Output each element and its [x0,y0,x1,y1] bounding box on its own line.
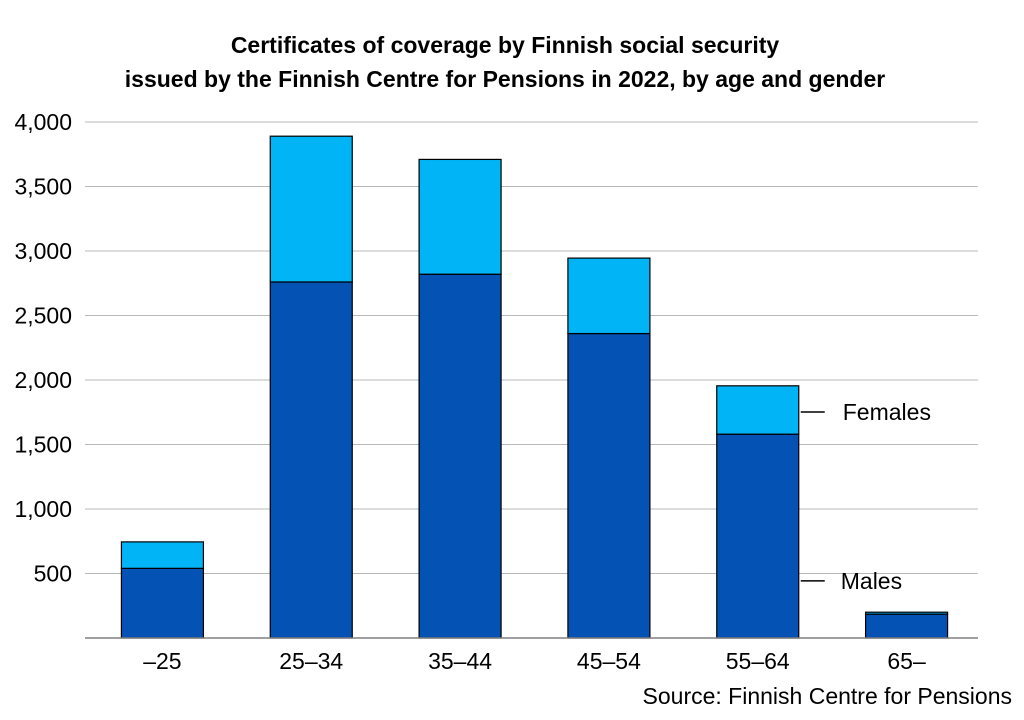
bar-males [864,613,949,639]
chart-title: Certificates of coverage by Finnish soci… [0,28,1010,96]
y-tick-label: 2,500 [14,303,72,329]
bar-males [269,281,353,639]
bar-females [418,158,502,275]
x-tick-label: 55–64 [726,648,790,674]
x-tick-label: 35–44 [428,648,492,674]
bar-males [716,433,800,639]
y-tick-label: 500 [34,561,72,587]
bar-females [567,257,651,335]
x-tick-label: 45–54 [577,648,641,674]
bar-males [120,567,205,639]
y-tick-label: 1,000 [14,496,72,522]
legend-label-males: Males [841,568,902,594]
bar-males [567,332,651,639]
y-tick-label: 2,000 [14,367,72,393]
x-tick-label: 25–34 [279,648,343,674]
legend-label-females: Females [843,399,931,425]
bar-females [120,541,205,569]
y-tick-label: 3,500 [14,174,72,200]
y-tick-label: 1,500 [14,432,72,458]
chart-title-line1: Certificates of coverage by Finnish soci… [230,32,780,58]
bar-females [864,611,949,615]
bar-females [716,385,800,435]
x-tick-label: 65– [887,648,926,674]
source-note: Source: Finnish Centre for Pensions [642,683,1012,709]
y-tick-label: 4,000 [14,109,72,135]
x-tick-label: –25 [143,648,181,674]
bar-males [418,273,502,639]
y-tick-label: 3,000 [14,238,72,264]
bar-females [269,135,353,283]
chart-title-line2: issued by the Finnish Centre for Pension… [124,66,886,92]
